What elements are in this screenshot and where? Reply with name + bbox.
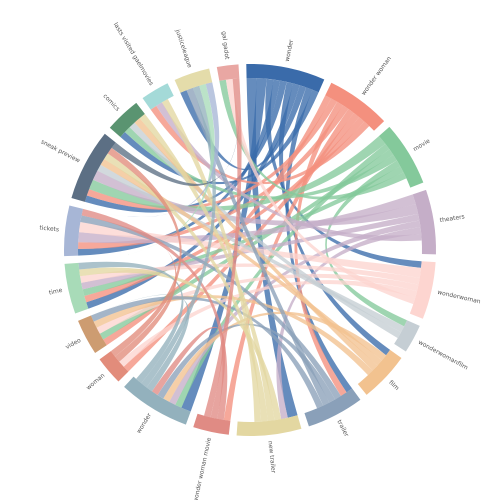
node-label-0: wonder (284, 39, 295, 63)
chord-ribbon-45 (90, 296, 324, 409)
arc-1 (325, 82, 385, 131)
chord-ribbon-51 (151, 326, 226, 419)
arc-12 (78, 315, 107, 353)
node-label-18: justiceleague (174, 28, 194, 69)
arc-0 (246, 64, 325, 93)
chord-ribbon-52 (203, 78, 242, 418)
chord-ribbon-32 (80, 263, 420, 285)
chord-ribbon-1 (181, 78, 267, 412)
chord-ribbon-11 (86, 98, 338, 211)
node-label-10: wonder (135, 412, 153, 435)
arc-19 (216, 64, 240, 81)
chord-ribbon-44 (186, 87, 330, 406)
arc-17 (142, 83, 174, 110)
node-label-7: trailer (335, 419, 350, 439)
chord-ribbon-22 (325, 160, 408, 327)
node-label-17: lasts visited gaelmovies (112, 21, 155, 86)
arc-15 (71, 133, 116, 202)
chord-ribbon-56 (82, 208, 177, 362)
arc-5 (394, 320, 420, 352)
arc-10 (124, 376, 191, 425)
node-label-5: wonderwomanfilm (417, 339, 469, 372)
node-label-2: movie (412, 137, 432, 153)
chord-ribbon-53 (90, 294, 190, 392)
arc-7 (304, 388, 361, 427)
chord-ribbon-0 (246, 77, 298, 418)
node-label-3: theaters (439, 213, 465, 224)
chord-ribbon-7 (180, 85, 307, 171)
arcs-layer (64, 64, 436, 436)
chord-ribbon-35 (225, 78, 416, 305)
chord-ribbon-5 (278, 81, 391, 356)
node-label-15: sneak preview (40, 138, 82, 164)
node-label-16: comics (101, 93, 120, 113)
node-label-19: gal gadot (220, 31, 230, 61)
arc-18 (174, 68, 213, 93)
node-label-14: tickets (39, 224, 59, 233)
chord-ribbon-23 (82, 166, 404, 296)
chord-ribbon-43 (157, 323, 336, 403)
chord-ribbon-57 (107, 147, 182, 357)
chord-ribbon-38 (163, 311, 387, 402)
node-label-1: wonder woman (360, 55, 393, 97)
arc-2 (378, 126, 424, 188)
arc-4 (409, 261, 436, 319)
arc-13 (64, 262, 89, 314)
chord-ribbon-40 (134, 118, 378, 371)
arc-9 (193, 413, 231, 435)
node-label-9: wonder woman movie (192, 437, 213, 500)
arc-11 (99, 351, 129, 382)
arc-14 (64, 205, 83, 257)
arc-16 (109, 102, 145, 137)
arc-8 (236, 415, 302, 436)
node-label-6: film (387, 379, 400, 392)
node-label-12: video (64, 337, 82, 351)
arc-3 (412, 189, 436, 255)
node-label-11: woman (85, 372, 106, 392)
node-label-13: time (48, 287, 63, 297)
chord-ribbon-39 (100, 158, 382, 366)
node-label-4: wonderwoman (437, 289, 482, 306)
node-label-8: new trailer (266, 441, 276, 474)
ribbons-layer (78, 77, 422, 422)
arc-6 (357, 349, 402, 395)
